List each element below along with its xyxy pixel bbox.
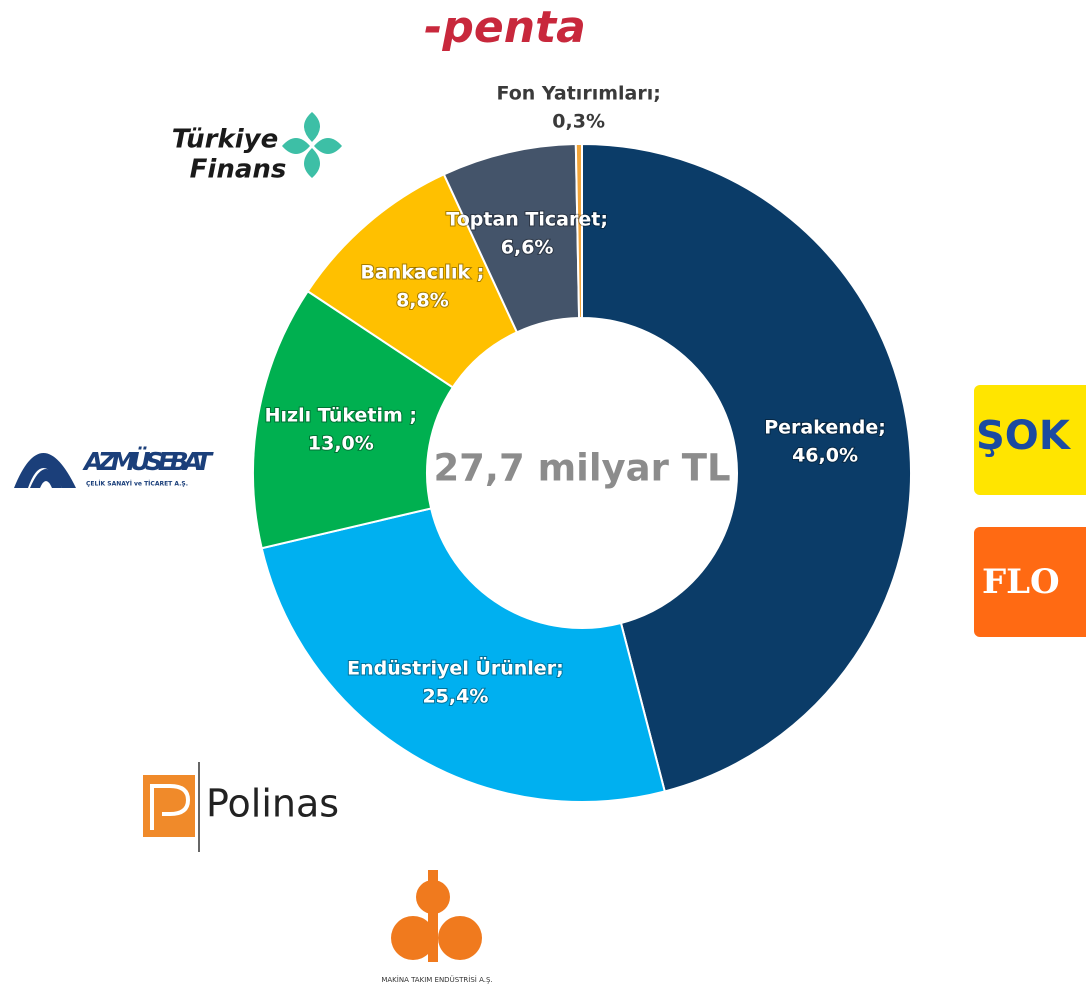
category-label: Hızlı Tüketim ; <box>265 404 417 426</box>
logo-flo: FLO <box>974 527 1086 637</box>
value-label: 8,8% <box>396 290 449 312</box>
tf-text-2: Finans <box>190 155 287 185</box>
donut-segment <box>574 142 583 320</box>
category-label: Toptan Ticaret; <box>446 209 608 231</box>
polinas-text: Polinas <box>206 782 339 826</box>
center-annotation: 27,7 milyar TL <box>433 447 730 490</box>
azmusebat-sub: ÇELİK SANAYİ ve TİCARET A.Ş. <box>86 481 188 488</box>
category-label: Perakende; <box>764 416 886 438</box>
value-label: 6,6% <box>501 237 554 259</box>
donut-segment <box>252 289 455 550</box>
logo-penta: -penta <box>424 2 586 53</box>
sok-text: ŞOK <box>976 413 1072 459</box>
donut-segment <box>581 142 912 793</box>
logo-sok: ŞOK <box>974 385 1086 495</box>
mte-sub: MAKİNA TAKIM ENDÜSTRİSİ A.Ş. <box>381 975 492 984</box>
value-label: 46,0% <box>792 444 858 466</box>
azmusebat-text: AZMÜSEBAT <box>82 446 214 476</box>
tf-icon <box>282 112 342 178</box>
penta-text: -penta <box>424 2 586 53</box>
value-label: 25,4% <box>422 685 488 707</box>
logo-mte: MAKİNA TAKIM ENDÜSTRİSİ A.Ş. <box>381 870 493 984</box>
flo-text: FLO <box>982 562 1060 602</box>
value-label: 13,0% <box>308 432 374 454</box>
category-label: Bankacılık ; <box>360 262 484 284</box>
tf-text-1: Türkiye <box>172 125 279 155</box>
category-label: Endüstriyel Ürünler; <box>347 655 564 679</box>
donut-segment <box>260 507 666 803</box>
logo-azmusebat: AZMÜSEBAT ÇELİK SANAYİ ve TİCARET A.Ş. <box>14 446 214 488</box>
value-label: 0,3% <box>552 111 605 133</box>
logo-polinas: Polinas <box>143 762 339 852</box>
logo-turkiye-finans: Türkiye Finans <box>172 112 342 185</box>
category-label: Fon Yatırımları; <box>496 83 660 105</box>
